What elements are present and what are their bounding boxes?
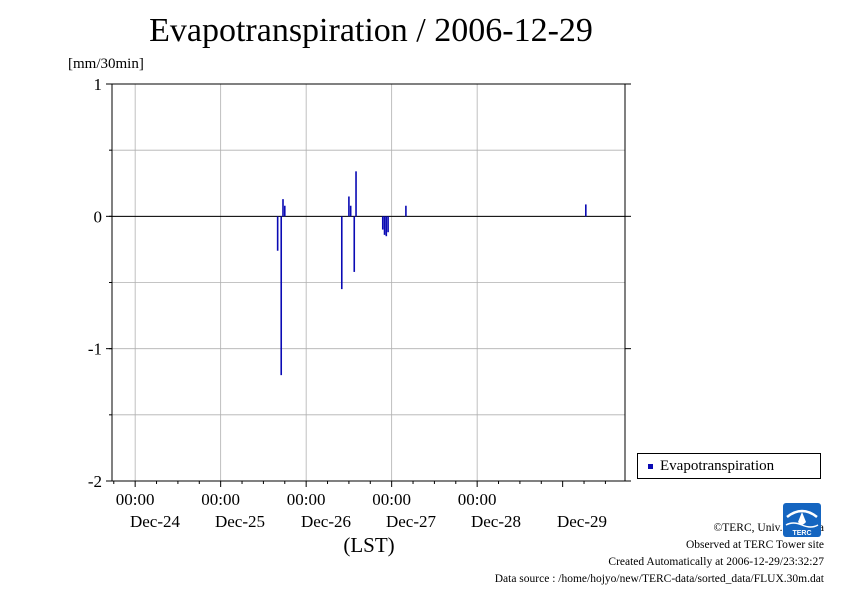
data-bar [283, 205, 286, 217]
x-time-label: 00:00 [201, 490, 240, 509]
x-date-label: Dec-26 [301, 512, 351, 531]
data-bar [349, 205, 352, 217]
y-tick-label: 0 [94, 207, 103, 226]
data-bar [355, 171, 357, 217]
footer-data-source: Data source : /home/hojyo/new/TERC-data/… [494, 573, 824, 585]
data-bar [282, 199, 284, 217]
data-bar [383, 216, 386, 235]
x-time-label: 00:00 [116, 490, 155, 509]
data-bar [340, 216, 343, 290]
x-time-label: 00:00 [287, 490, 326, 509]
footer-created: Created Automatically at 2006-12-29/23:3… [608, 556, 824, 568]
x-time-label: 00:00 [458, 490, 497, 509]
data-bar [405, 205, 407, 217]
x-time-label: 00:00 [372, 490, 411, 509]
x-date-label: Dec-28 [471, 512, 521, 531]
terc-logo: TERC [783, 503, 821, 537]
data-bar [348, 196, 350, 217]
data-bar [280, 216, 283, 376]
data-bar [381, 216, 384, 230]
data-bar [276, 216, 279, 251]
y-tick-label: -2 [88, 472, 102, 491]
x-axis-label: (LST) [343, 533, 394, 557]
chart-title: Evapotranspiration / 2006-12-29 [149, 12, 593, 49]
y-tick-label: -1 [88, 340, 102, 359]
legend-label: Evapotranspiration [660, 458, 775, 474]
x-date-label: Dec-24 [130, 512, 181, 531]
data-bar [585, 204, 587, 217]
y-axis-unit-label: [mm/30min] [68, 56, 144, 72]
logo-text: TERC [792, 530, 811, 537]
footer-observed: Observed at TERC Tower site [685, 539, 824, 551]
data-bar [353, 216, 356, 272]
data-bar [387, 216, 389, 233]
x-date-label: Dec-25 [215, 512, 265, 531]
y-tick-label: 1 [94, 75, 103, 94]
legend-swatch [648, 464, 653, 469]
x-date-label: Dec-29 [557, 512, 607, 531]
x-date-label: Dec-27 [386, 512, 437, 531]
legend: Evapotranspiration [637, 453, 821, 479]
data-bar [385, 216, 388, 237]
